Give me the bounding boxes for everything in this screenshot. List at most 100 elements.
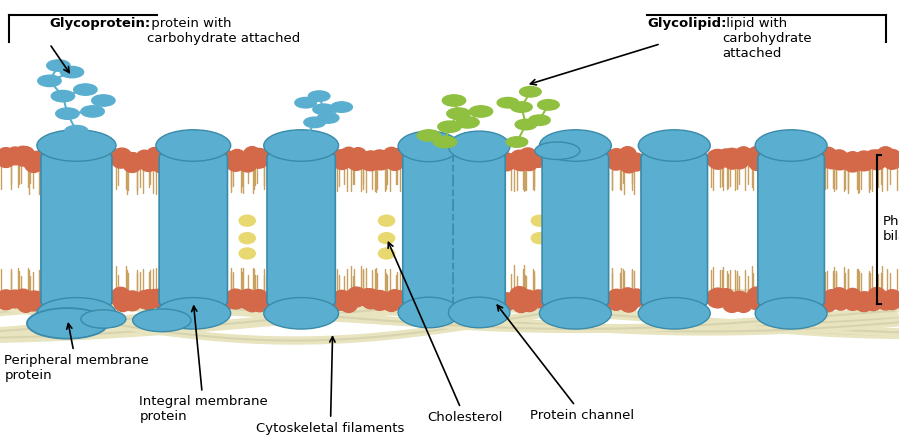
FancyBboxPatch shape	[758, 152, 824, 307]
Ellipse shape	[842, 152, 862, 172]
Ellipse shape	[263, 130, 339, 161]
Circle shape	[56, 108, 79, 119]
Ellipse shape	[263, 298, 339, 329]
Circle shape	[497, 97, 519, 108]
Ellipse shape	[812, 152, 830, 170]
Ellipse shape	[531, 215, 547, 226]
Ellipse shape	[823, 151, 841, 169]
Circle shape	[81, 106, 104, 117]
Ellipse shape	[369, 150, 389, 170]
Ellipse shape	[510, 150, 530, 170]
Ellipse shape	[512, 295, 530, 312]
Ellipse shape	[17, 295, 35, 312]
Text: Phospholipid
bilayer: Phospholipid bilayer	[883, 215, 899, 243]
Ellipse shape	[249, 149, 269, 168]
Ellipse shape	[539, 130, 611, 161]
Text: Peripheral membrane
protein: Peripheral membrane protein	[4, 323, 149, 382]
Ellipse shape	[708, 149, 727, 169]
Ellipse shape	[0, 290, 16, 310]
FancyBboxPatch shape	[542, 152, 609, 307]
Ellipse shape	[518, 290, 538, 310]
Ellipse shape	[724, 293, 741, 311]
Ellipse shape	[226, 152, 245, 171]
Ellipse shape	[393, 291, 411, 309]
Ellipse shape	[882, 290, 899, 309]
FancyBboxPatch shape	[267, 152, 335, 307]
Circle shape	[295, 97, 316, 108]
Circle shape	[506, 137, 528, 147]
Ellipse shape	[829, 150, 849, 170]
Ellipse shape	[518, 148, 538, 168]
Ellipse shape	[28, 291, 46, 309]
Ellipse shape	[530, 149, 547, 167]
Ellipse shape	[156, 298, 231, 329]
Ellipse shape	[722, 148, 742, 168]
Ellipse shape	[854, 151, 874, 171]
Ellipse shape	[747, 287, 767, 307]
Ellipse shape	[37, 298, 116, 329]
Ellipse shape	[755, 130, 827, 161]
Text: Integral membrane
protein: Integral membrane protein	[139, 306, 268, 423]
Circle shape	[515, 119, 537, 130]
Ellipse shape	[449, 297, 510, 328]
Ellipse shape	[865, 293, 882, 311]
Ellipse shape	[619, 147, 636, 164]
Ellipse shape	[332, 150, 352, 170]
Ellipse shape	[27, 308, 108, 339]
Ellipse shape	[146, 289, 164, 307]
Ellipse shape	[136, 291, 153, 309]
Ellipse shape	[818, 147, 838, 167]
Circle shape	[60, 66, 84, 78]
Text: Glycolipid:: Glycolipid:	[647, 17, 726, 31]
Ellipse shape	[877, 147, 895, 165]
Ellipse shape	[449, 131, 510, 162]
Ellipse shape	[151, 153, 171, 173]
Ellipse shape	[37, 130, 116, 161]
Ellipse shape	[385, 290, 405, 309]
FancyBboxPatch shape	[453, 153, 505, 306]
Ellipse shape	[755, 298, 827, 329]
Ellipse shape	[156, 130, 231, 161]
Ellipse shape	[151, 289, 171, 309]
Ellipse shape	[747, 146, 767, 166]
Ellipse shape	[383, 147, 400, 165]
Circle shape	[438, 121, 461, 132]
Ellipse shape	[111, 149, 130, 168]
Ellipse shape	[829, 288, 849, 308]
Ellipse shape	[730, 149, 750, 169]
Ellipse shape	[638, 130, 710, 161]
Ellipse shape	[628, 153, 645, 171]
Ellipse shape	[239, 248, 255, 259]
Circle shape	[417, 130, 441, 141]
Text: lipid with
carbohydrate
attached: lipid with carbohydrate attached	[722, 17, 812, 60]
Ellipse shape	[854, 292, 874, 312]
Circle shape	[447, 108, 470, 119]
Ellipse shape	[239, 232, 255, 244]
Circle shape	[511, 102, 532, 112]
Ellipse shape	[13, 289, 33, 309]
Ellipse shape	[748, 292, 766, 310]
Ellipse shape	[378, 232, 395, 244]
Circle shape	[433, 136, 457, 148]
Ellipse shape	[539, 298, 611, 329]
Ellipse shape	[346, 287, 366, 307]
Ellipse shape	[607, 292, 625, 310]
Ellipse shape	[350, 148, 367, 166]
Ellipse shape	[373, 152, 391, 170]
Ellipse shape	[521, 294, 539, 312]
Circle shape	[92, 95, 115, 106]
Ellipse shape	[350, 288, 367, 306]
Ellipse shape	[823, 290, 841, 308]
Ellipse shape	[369, 291, 389, 310]
Ellipse shape	[136, 150, 153, 168]
Ellipse shape	[707, 289, 725, 307]
Ellipse shape	[512, 153, 530, 171]
Circle shape	[295, 132, 316, 143]
Ellipse shape	[398, 297, 459, 328]
Ellipse shape	[138, 152, 158, 171]
Ellipse shape	[244, 294, 261, 312]
Ellipse shape	[228, 149, 246, 167]
Circle shape	[331, 102, 352, 112]
Ellipse shape	[114, 294, 131, 312]
Ellipse shape	[498, 153, 516, 171]
